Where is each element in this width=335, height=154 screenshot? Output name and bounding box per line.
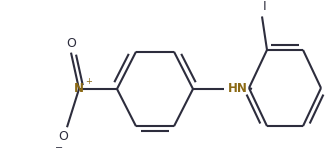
Text: I: I bbox=[263, 0, 267, 13]
Text: −: − bbox=[55, 143, 63, 153]
Text: O: O bbox=[58, 130, 68, 143]
Text: HN: HN bbox=[228, 83, 248, 95]
Text: N: N bbox=[74, 83, 84, 95]
Text: O: O bbox=[66, 37, 76, 50]
Text: +: + bbox=[85, 77, 92, 86]
